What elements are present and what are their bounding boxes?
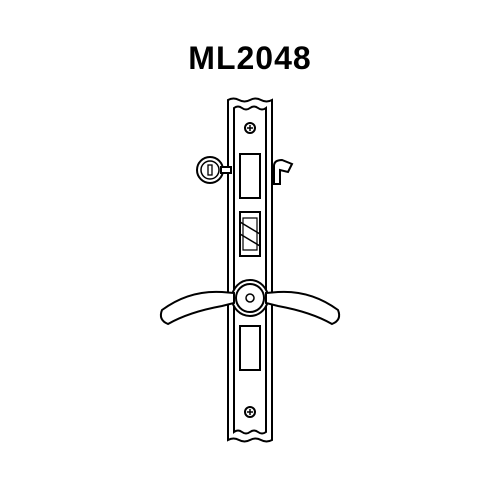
lock-line-drawing xyxy=(0,90,500,470)
lock-svg xyxy=(140,90,360,450)
product-figure: ML2048 xyxy=(0,0,500,500)
model-number: ML2048 xyxy=(0,40,500,77)
